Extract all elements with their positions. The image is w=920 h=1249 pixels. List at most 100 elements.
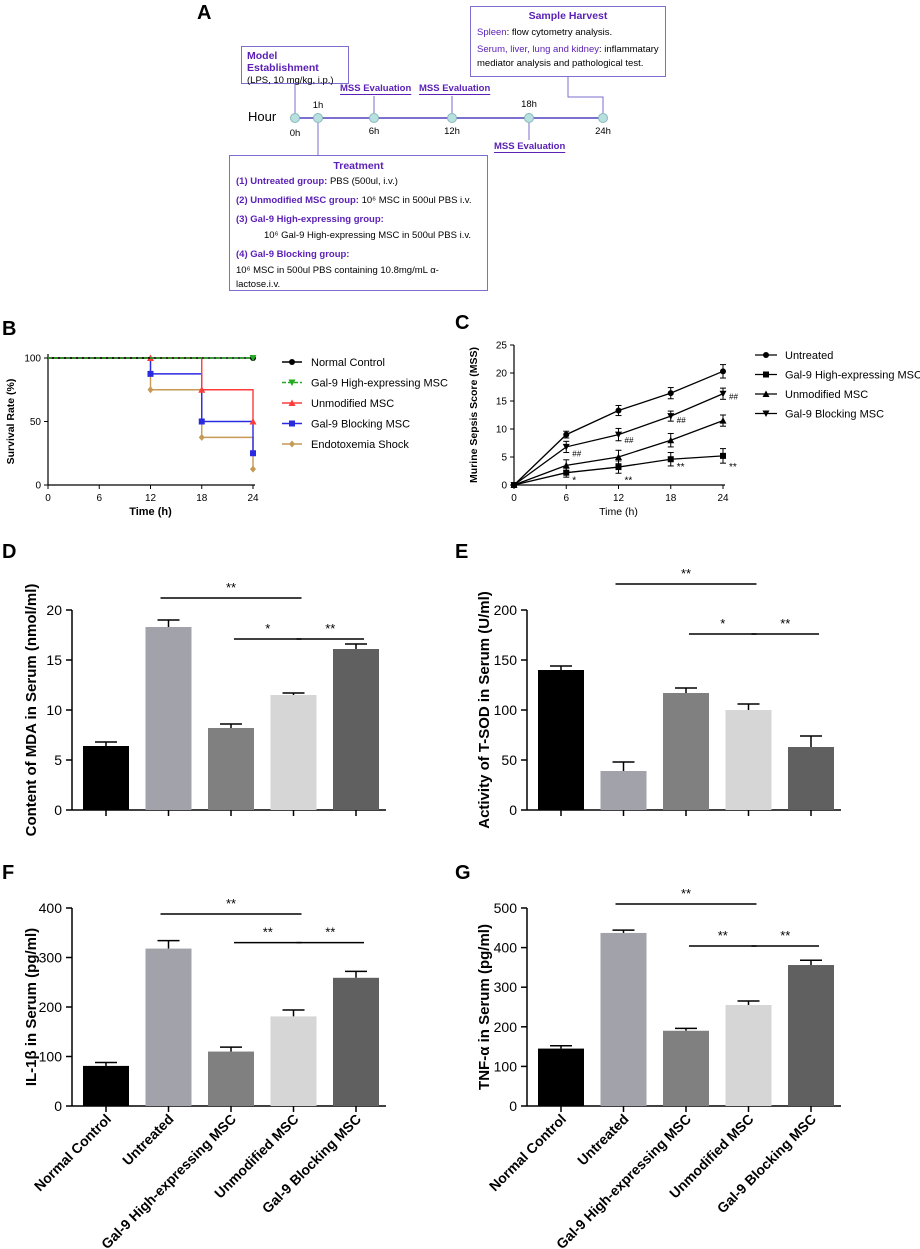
b-legend-label: Endotoxemia Shock xyxy=(311,439,409,451)
b-legend-marker xyxy=(289,420,295,427)
timeline-node-24h xyxy=(598,113,608,123)
f-ytick-label: 100 xyxy=(39,1049,63,1065)
d-ytick-label: 5 xyxy=(54,752,62,768)
g-ytick-label: 200 xyxy=(494,1019,518,1035)
timeline-node-1h xyxy=(313,113,323,123)
b-legend-marker xyxy=(289,359,295,365)
g-bar-group xyxy=(538,1045,584,1106)
panel-label-a: A xyxy=(197,2,212,24)
b-series-3 xyxy=(48,357,256,457)
e-bar-group xyxy=(538,665,584,810)
f-bar xyxy=(208,1051,254,1106)
c-ytick-label: 0 xyxy=(501,481,507,492)
tick-12h: 12h xyxy=(444,126,460,137)
g-ytick-label: 100 xyxy=(494,1058,518,1074)
model-box-text: (LPS, 10 mg/kg, i.p.) xyxy=(247,75,334,86)
c-point xyxy=(720,368,726,375)
b-xtick-label: 6 xyxy=(96,493,102,504)
d-sig-label: * xyxy=(265,621,270,636)
timeline-node-18h xyxy=(524,113,534,123)
b-legend-label: Unmodified MSC xyxy=(311,398,394,410)
g-bar-group xyxy=(600,929,647,1106)
g-category-label: Gal-9 High-expressing MSC xyxy=(553,1111,694,1249)
treatment-group-4-text: 10⁶ MSC in 500ul PBS containing 10.8mg/m… xyxy=(236,265,439,290)
g-y-axis-title: TNF-α in Serum (pg/ml) xyxy=(476,924,493,1090)
timeline-svg xyxy=(290,77,608,155)
harvest-box-title: Sample Harvest xyxy=(528,10,608,22)
treatment-group-3-title: (3) Gal-9 High-expressing group: xyxy=(236,214,384,225)
b-ytick-label: 50 xyxy=(30,417,42,428)
c-legend-marker xyxy=(762,410,770,417)
g-category-label: Untreated xyxy=(574,1111,632,1169)
c-point xyxy=(720,452,726,459)
e-bar xyxy=(725,710,772,810)
g-bar xyxy=(600,932,647,1106)
b-y-axis-title: Survival Rate (%) xyxy=(5,379,17,465)
b-legend-marker xyxy=(289,440,295,448)
g-bar-group xyxy=(725,1000,772,1106)
f-bar xyxy=(270,1016,317,1106)
b-point xyxy=(198,386,206,393)
d-ytick-label: 0 xyxy=(54,802,62,818)
mss-evaluation-6h: MSS Evaluation xyxy=(340,83,412,94)
f-bar xyxy=(145,948,192,1106)
e-sig-label: ** xyxy=(681,566,691,581)
c-point xyxy=(719,390,727,398)
g-sig-label: ** xyxy=(780,928,790,943)
timeline-node-6h xyxy=(369,113,379,123)
f-bar-group xyxy=(270,1009,317,1106)
f-category-label: Untreated xyxy=(119,1111,177,1169)
f-y-axis-title: IL-1β in Serum (pg/ml) xyxy=(23,928,40,1086)
c-point xyxy=(562,461,570,469)
e-y-axis-title: Activity of T-SOD in Serum (U/ml) xyxy=(476,591,493,829)
e-ytick-label: 50 xyxy=(501,752,517,768)
b-xtick-label: 0 xyxy=(45,493,51,504)
c-point xyxy=(563,469,570,476)
c-point xyxy=(615,407,622,414)
e-bar xyxy=(600,771,647,810)
model-establishment-box: Model Establishment (LPS, 10 mg/kg, i.p.… xyxy=(241,46,349,86)
b-x-axis-title: Time (h) xyxy=(129,506,172,518)
g-bar-group xyxy=(663,1027,709,1106)
c-series-2 xyxy=(510,414,727,488)
b-legend-label: Gal-9 Blocking MSC xyxy=(311,419,410,431)
d-bar xyxy=(333,649,379,810)
b-point xyxy=(249,418,257,425)
timeline-hour-label: Hour xyxy=(248,109,277,124)
c-annotation: ** xyxy=(729,462,737,473)
g-bar xyxy=(538,1048,584,1106)
f-bar xyxy=(333,977,379,1106)
timeline-node-12h xyxy=(447,113,457,123)
tick-18h: 18h xyxy=(521,99,537,110)
panel-label-f: F xyxy=(2,862,15,884)
panel-label-b: B xyxy=(2,318,17,340)
harvest-line-spleen: Spleen: flow cytometry analysis. xyxy=(477,27,613,38)
model-box-title: Model Establishment xyxy=(247,50,319,74)
c-point xyxy=(719,417,727,424)
harvest-connector xyxy=(567,77,604,113)
b-xtick-label: 18 xyxy=(196,493,208,504)
f-sig-label: ** xyxy=(226,896,236,911)
b-legend-marker xyxy=(288,379,296,386)
f-bar-group xyxy=(145,939,192,1106)
treatment-group-1: (1) Untreated group: PBS (500ul, i.v.) xyxy=(236,176,398,187)
c-xtick-label: 18 xyxy=(665,493,677,504)
c-xtick-label: 6 xyxy=(563,493,569,504)
c-annotation: ## xyxy=(729,393,738,402)
g-bar xyxy=(725,1005,772,1106)
d-sig-label: ** xyxy=(226,580,236,595)
il1b-chart: 0 100 200 300 400 IL-1β in Serum (pg/ml) ** ** *… xyxy=(23,896,386,1249)
f-bar-group xyxy=(83,1061,129,1106)
c-ytick-label: 25 xyxy=(496,341,508,352)
e-bar-group xyxy=(788,735,834,810)
mss-evaluation-18h: MSS Evaluation xyxy=(494,141,566,152)
d-bar-group xyxy=(83,741,129,810)
e-ytick-label: 100 xyxy=(494,702,518,718)
c-ytick-label: 5 xyxy=(501,453,507,464)
c-x-axis-title: Time (h) xyxy=(599,506,638,518)
treatment-box-title: Treatment xyxy=(333,160,384,172)
f-sig-label: ** xyxy=(325,925,335,940)
c-annotation: ## xyxy=(572,450,581,459)
c-point xyxy=(667,436,675,444)
